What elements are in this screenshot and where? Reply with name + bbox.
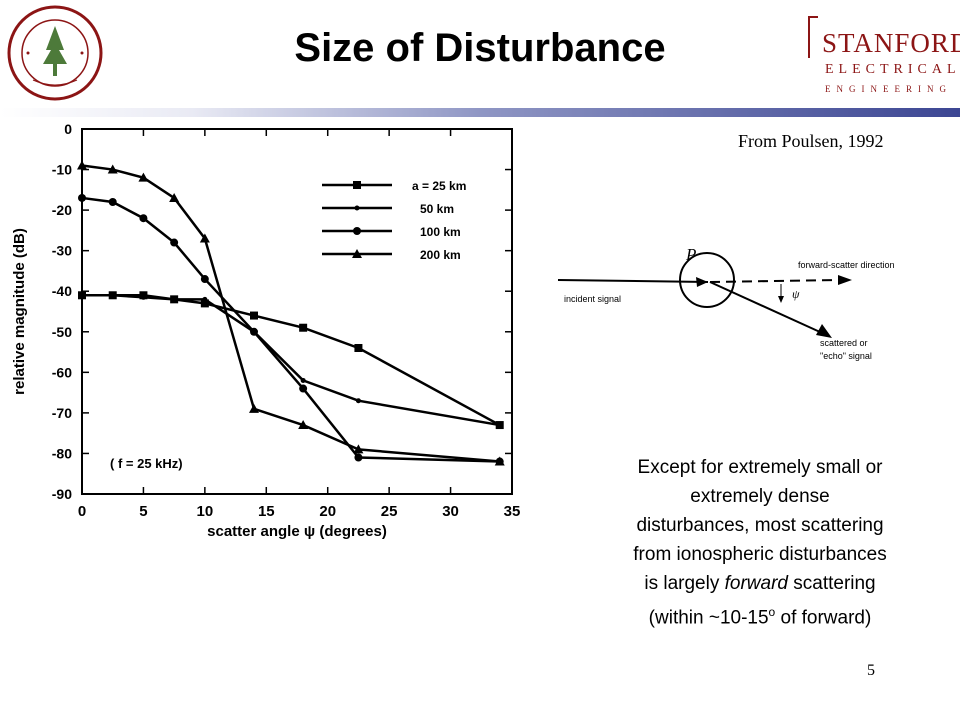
forward-arrowhead	[838, 275, 852, 285]
caption-line5-pre: is largely	[644, 573, 725, 594]
data-point-series-4	[138, 172, 149, 182]
caption-line3: disturbances, most scattering	[636, 515, 884, 536]
y-tick-label: -10	[52, 162, 72, 178]
scatter-magnitude-chart: 0 -10 -20 -30 -40 -50 -60 -70 -80 -90 0 5 10 15 20 25 30…	[11, 121, 521, 540]
data-point-series-3	[299, 384, 308, 393]
y-tick-label: -80	[52, 445, 72, 461]
scattered-arrowhead	[816, 324, 832, 338]
data-point-series-1	[250, 311, 258, 320]
data-point-series-3	[78, 193, 86, 202]
data-point-series-4	[298, 420, 309, 430]
forward-direction-label: forward-scatter direction	[798, 260, 895, 270]
source-credit: From Poulsen, 1992	[738, 131, 884, 151]
title-underline-rule	[0, 108, 960, 117]
data-point-series-1	[299, 323, 308, 332]
forward-scatter-diagram: P forward-scatter direction ψ incident s…	[557, 245, 895, 361]
incident-signal-label: incident signal	[564, 294, 621, 304]
data-point-series-2	[300, 377, 306, 383]
data-point-series-3	[139, 214, 148, 223]
x-tick-label: 25	[381, 503, 398, 520]
data-point-series-4	[107, 164, 118, 174]
y-tick-label: -20	[52, 202, 72, 218]
x-tick-label: 20	[319, 503, 336, 520]
caption-line2: extremely dense	[690, 486, 830, 507]
x-tick-label: 10	[197, 503, 214, 520]
data-point-series-2	[171, 296, 177, 302]
legend-label-3: 100 km	[420, 225, 461, 239]
data-point-series-3	[200, 275, 209, 284]
data-point-series-4	[77, 160, 87, 170]
x-tick-label: 0	[78, 503, 86, 520]
caption-line6-pre: (within ~10-15	[648, 607, 769, 629]
data-point-series-3	[354, 453, 363, 462]
forward-direction-line	[709, 279, 839, 283]
data-point-series-4	[249, 403, 259, 413]
page-number: 5	[867, 662, 875, 679]
data-point-series-2	[79, 292, 85, 298]
scattered-signal-line	[709, 281, 821, 333]
scattered-label-line1: scattered or	[820, 338, 868, 348]
stanford-seal-logo	[7, 5, 103, 101]
x-axis-label: scatter angle ψ (degrees)	[207, 523, 387, 540]
caption-degree-superscript: o	[768, 605, 776, 619]
data-point-series-4	[494, 456, 505, 466]
brand-bracket	[808, 16, 818, 58]
point-label: P	[685, 245, 696, 264]
y-tick-label: 0	[64, 121, 72, 137]
legend-label-1: a = 25 km	[412, 179, 466, 193]
brand-line1: STANFORD	[822, 28, 960, 58]
angle-arrowhead	[778, 296, 784, 303]
legend-marker-4	[352, 249, 362, 258]
caption-line5-post: scattering	[787, 573, 876, 594]
legend-marker-2	[354, 205, 360, 211]
legend-label-4: 200 km	[420, 248, 461, 262]
data-point-series-2	[497, 422, 503, 428]
brand-line2: ELECTRICAL	[825, 62, 960, 77]
legend-label-2: 50 km	[420, 202, 454, 216]
data-point-series-1	[200, 299, 209, 308]
data-point-series-2	[202, 296, 208, 302]
data-point-series-3	[170, 238, 179, 247]
caption-line4: from ionospheric disturbances	[633, 544, 887, 565]
frequency-annotation: ( f = 25 kHz)	[110, 456, 183, 471]
data-point-series-4	[353, 444, 364, 454]
series-line-1	[82, 294, 501, 427]
caption-line1: Except for extremely small or	[637, 457, 883, 478]
caption-line5-emphasis: forward	[724, 573, 788, 594]
caption-line6-post: of forward)	[775, 607, 872, 629]
incident-arrowhead	[696, 277, 708, 287]
data-point-series-1	[354, 344, 363, 352]
data-point-series-4	[199, 233, 210, 243]
y-axis-label: relative magnitude (dB)	[11, 228, 28, 395]
stanford-ee-logo: STANFORD ELECTRICAL ENGINEERING	[808, 16, 960, 96]
y-tick-label: -30	[52, 243, 72, 259]
x-tick-label: 5	[139, 503, 147, 520]
brand-line3: ENGINEERING	[825, 84, 952, 94]
x-tick-label: 35	[504, 503, 521, 520]
plot-frame	[81, 128, 513, 495]
series-line-2	[82, 294, 500, 427]
data-point-series-2	[110, 292, 116, 298]
y-tick-label: -70	[52, 405, 72, 421]
data-point-series-3	[250, 327, 258, 336]
x-tick-label: 30	[442, 503, 459, 520]
data-point-series-2	[140, 294, 146, 300]
scattered-label-line2: "echo" signal	[820, 351, 872, 361]
disturbance-circle	[679, 252, 735, 308]
y-tick-label: -40	[52, 283, 72, 299]
slide-title: Size of Disturbance	[294, 26, 666, 70]
x-tick-label: 15	[258, 503, 275, 520]
y-tick-label: -60	[52, 364, 72, 380]
incident-signal-line	[557, 279, 709, 283]
y-tick-label: -50	[52, 324, 72, 340]
y-tick-label: -90	[52, 486, 72, 502]
data-point-series-4	[169, 192, 180, 202]
explanation-text: Except for extremely small or extremely …	[590, 453, 930, 632]
legend-marker-3	[353, 227, 361, 235]
data-point-series-2	[355, 398, 361, 404]
angle-label: ψ	[792, 287, 800, 301]
legend-marker-1	[353, 181, 361, 189]
data-point-series-3	[108, 198, 117, 206]
